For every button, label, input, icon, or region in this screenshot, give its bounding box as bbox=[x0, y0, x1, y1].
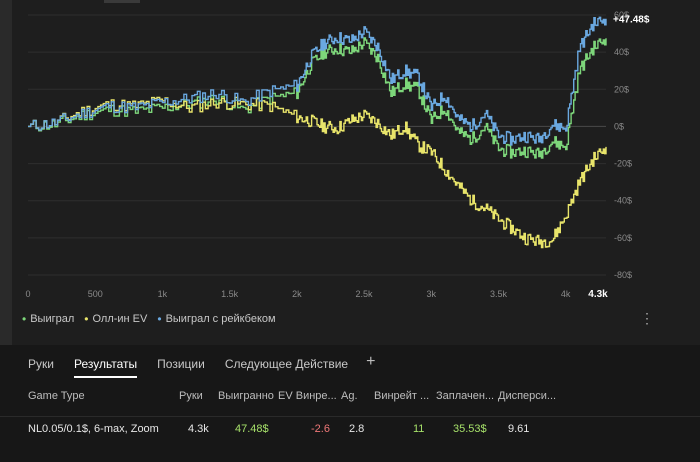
x-tick-label: 1k bbox=[158, 289, 168, 299]
table-divider bbox=[0, 416, 700, 417]
left-scroll-strip bbox=[0, 0, 12, 345]
y-tick-label: -40$ bbox=[614, 196, 632, 206]
y-tick-label: -60$ bbox=[614, 233, 632, 243]
cell-winrate: 11 bbox=[413, 423, 425, 435]
y-tick-label: 40$ bbox=[614, 47, 629, 57]
legend-item-won-rakeback[interactable]: • Выиграл с рейкбеком bbox=[157, 311, 276, 326]
series-line bbox=[28, 16, 607, 146]
tab-hands[interactable]: Руки bbox=[28, 357, 54, 371]
results-chart: 60$ 40$ 20$ 0$ -20$ -40$ -60$ -80$ 0 500 1k 1.5k 2k 2… bbox=[25, 10, 650, 300]
x-tick-label: 3k bbox=[426, 289, 436, 299]
x-tick-label: 3.5k bbox=[490, 289, 508, 299]
cell-hands: 4.3k bbox=[188, 423, 209, 435]
tab-bar: Руки Результаты Позиции Следующее Действ… bbox=[28, 353, 375, 378]
tab-positions[interactable]: Позиции bbox=[157, 357, 205, 371]
x-tick-label: 4.3k bbox=[588, 289, 608, 300]
legend-dot-allin-ev: • bbox=[84, 311, 89, 326]
more-options-icon[interactable]: ⋮ bbox=[640, 310, 654, 326]
col-header-paid[interactable]: Заплачен... bbox=[436, 390, 495, 402]
col-header-variance[interactable]: Дисперси... bbox=[498, 390, 557, 402]
series-line bbox=[28, 96, 607, 249]
cell-won: 47.48$ bbox=[235, 423, 269, 435]
y-tick-label: 60$ bbox=[614, 10, 629, 20]
cell-variance: 9.61 bbox=[508, 423, 530, 435]
x-tick-label: 4k bbox=[561, 289, 571, 299]
y-tick-label: 20$ bbox=[614, 84, 629, 94]
cell-aggression: 2.8 bbox=[349, 423, 365, 435]
add-tab-icon[interactable]: + bbox=[366, 353, 376, 370]
col-header-winrate[interactable]: Винрейт ... bbox=[374, 390, 430, 402]
legend-label-won-rakeback: Выиграл с рейкбеком bbox=[165, 313, 276, 325]
tab-next-action[interactable]: Следующее Действие bbox=[224, 357, 349, 371]
chart-legend: • Выиграл • Олл-ин EV • Выиграл с рейкбеком bbox=[22, 311, 276, 326]
col-header-hands[interactable]: Руки bbox=[179, 390, 203, 402]
legend-label-won: Выиграл bbox=[30, 313, 75, 325]
col-header-won[interactable]: Выигранно bbox=[218, 390, 274, 402]
end-value-label: +47.48$ bbox=[613, 14, 650, 25]
y-tick-label: 0$ bbox=[614, 121, 624, 131]
x-tick-label: 2k bbox=[292, 289, 302, 299]
x-tick-label: 1.5k bbox=[221, 289, 239, 299]
x-tick-label: 0 bbox=[25, 289, 30, 299]
graph-panel: 60$ 40$ 20$ 0$ -20$ -40$ -60$ -80$ 0 500 1k 1.5k 2k 2… bbox=[0, 0, 700, 345]
legend-item-won[interactable]: • Выиграл bbox=[22, 311, 75, 326]
legend-dot-won-rakeback: • bbox=[157, 311, 162, 326]
cell-paid: 35.53$ bbox=[453, 423, 487, 435]
top-tab-marker[interactable] bbox=[104, 0, 140, 3]
x-tick-label: 500 bbox=[88, 289, 103, 299]
top-strip bbox=[0, 0, 700, 4]
col-header-ev-winrate[interactable]: EV Винре... bbox=[278, 390, 337, 402]
col-header-aggression[interactable]: Ag. bbox=[341, 390, 358, 402]
stats-panel: Руки Результаты Позиции Следующее Действ… bbox=[0, 345, 700, 462]
cell-ev-winrate: -2.6 bbox=[311, 423, 330, 435]
y-tick-label: -20$ bbox=[614, 159, 632, 169]
legend-dot-won: • bbox=[22, 311, 27, 326]
legend-item-allin-ev[interactable]: • Олл-ин EV bbox=[84, 311, 148, 326]
tab-results[interactable]: Результаты bbox=[73, 357, 138, 378]
col-header-game-type[interactable]: Game Type bbox=[28, 390, 85, 402]
cell-game-type: NL0.05/0.1$, 6-max, Zoom bbox=[28, 423, 159, 435]
legend-label-allin-ev: Олл-ин EV bbox=[92, 313, 148, 325]
x-tick-label: 2.5k bbox=[356, 289, 374, 299]
y-tick-label: -80$ bbox=[614, 270, 632, 280]
